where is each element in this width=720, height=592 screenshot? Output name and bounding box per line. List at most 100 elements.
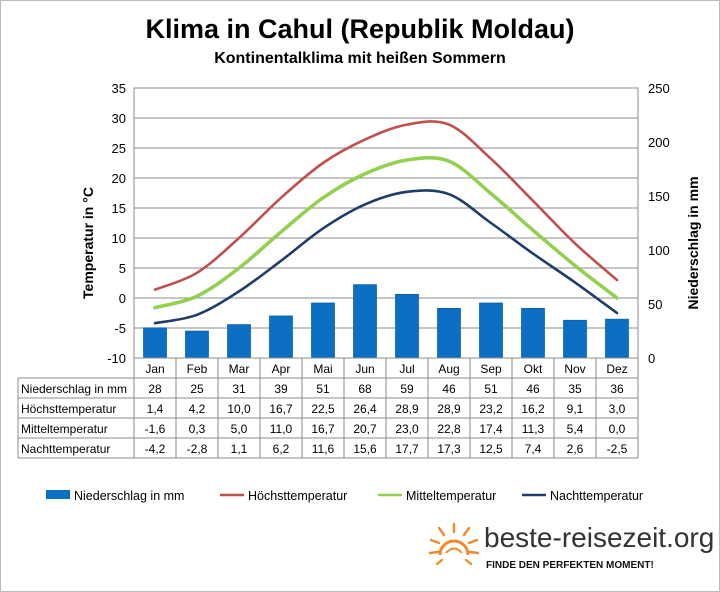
x-tick-label: Mai xyxy=(313,362,332,376)
sun-icon xyxy=(428,522,480,566)
table-cell: 16,7 xyxy=(269,402,293,416)
chart-title: Klima in Cahul (Republik Moldau) xyxy=(145,14,575,44)
x-tick-label: Jul xyxy=(399,362,414,376)
table-cell: 39 xyxy=(274,382,288,396)
table-cell: 23,0 xyxy=(395,422,419,436)
x-tick-label: Jun xyxy=(355,362,374,376)
table-cell: 17,4 xyxy=(479,422,503,436)
table-cell: 17,7 xyxy=(395,442,419,456)
y-tick-label-right: 150 xyxy=(648,189,670,204)
precipitation-bar xyxy=(563,319,587,359)
table-cell: 11,3 xyxy=(522,422,545,436)
precipitation-bar xyxy=(143,327,167,359)
x-tick-label: Dez xyxy=(606,362,627,376)
x-tick-label: Jan xyxy=(145,362,164,376)
table-cell: 1,1 xyxy=(231,442,248,456)
table-cell: 22,8 xyxy=(437,422,461,436)
table-cell: 28,9 xyxy=(437,402,461,416)
table-cell: 46 xyxy=(442,382,456,396)
table-cell: -2,8 xyxy=(187,442,208,456)
data-table: Jan Feb Mar Apr Mai Jun Jul Aug Sep Okt Nov Dez Nied… xyxy=(17,358,639,459)
table-cell: 16,7 xyxy=(311,422,335,436)
x-tick-label: Feb xyxy=(187,362,208,376)
y-tick-label-left: 5 xyxy=(119,261,126,276)
y-tick-label-left: 0 xyxy=(119,291,126,306)
table-cell: 51 xyxy=(316,382,330,396)
table-cell: 10,0 xyxy=(227,402,251,416)
y-tick-label-left: 30 xyxy=(112,111,126,126)
table-cell: -2,5 xyxy=(607,442,628,456)
table-cell: 35 xyxy=(568,382,582,396)
table-cell: 5,0 xyxy=(231,422,248,436)
table-cell: 11,0 xyxy=(270,422,293,436)
table-row-label: Höchsttemperatur xyxy=(21,402,116,416)
chart-subtitle: Kontinentalklima mit heißen Sommern xyxy=(214,50,506,67)
table-cell: 68 xyxy=(358,382,372,396)
legend-label: Höchsttemperatur xyxy=(248,489,347,503)
precipitation-bar xyxy=(605,318,629,359)
table-cell: 3,0 xyxy=(609,402,626,416)
y-tick-label-left: 15 xyxy=(112,201,126,216)
table-cell: 51 xyxy=(484,382,498,396)
table-cell: 11,6 xyxy=(312,442,335,456)
legend-swatch xyxy=(46,490,70,499)
legend-label: Nachttemperatur xyxy=(550,489,643,503)
table-row-label: Niederschlag in mm xyxy=(21,382,127,396)
precipitation-bars xyxy=(143,284,629,359)
precipitation-bar xyxy=(227,324,251,359)
logo-text: beste-reisezeit.org xyxy=(484,522,715,553)
table-cell: 15,6 xyxy=(353,442,377,456)
table-cell: 7,4 xyxy=(525,442,542,456)
y-tick-label-left: -10 xyxy=(107,351,126,366)
site-logo: beste-reisezeit.org FINDE DEN PERFEKTEN … xyxy=(428,520,718,580)
y-tick-label-right: 50 xyxy=(648,297,662,312)
precipitation-bar xyxy=(185,330,209,359)
table-cell: 1,4 xyxy=(147,402,164,416)
y-tick-label-right: 0 xyxy=(648,351,655,366)
table-cell: 59 xyxy=(400,382,414,396)
table-cell: 28 xyxy=(148,382,162,396)
precipitation-bar xyxy=(521,308,545,359)
y-tick-label-left: 35 xyxy=(112,81,126,96)
y-tick-label-left: 20 xyxy=(112,171,126,186)
y-tick-label-left: -5 xyxy=(114,321,126,336)
table-cell: 9,1 xyxy=(567,402,584,416)
y-tick-label-left: 25 xyxy=(112,141,126,156)
x-tick-label: Sep xyxy=(480,362,502,376)
legend: Niederschlag in mm Höchsttemperatur Mittel… xyxy=(46,489,643,503)
y-tick-label-right: 250 xyxy=(648,81,670,96)
table-cell: 0,3 xyxy=(189,422,206,436)
hoechsttemperatur-line xyxy=(153,120,619,291)
table-cell: 28,9 xyxy=(395,402,419,416)
table-cell: 22,5 xyxy=(311,402,335,416)
table-cell: -4,2 xyxy=(145,442,166,456)
table-cell: 4,2 xyxy=(189,402,206,416)
precipitation-bar xyxy=(395,293,419,359)
y-tick-label-right: 100 xyxy=(648,243,670,258)
table-cell: 17,3 xyxy=(437,442,461,456)
logo-tagline: FINDE DEN PERFEKTEN MOMENT! xyxy=(486,560,654,571)
precipitation-bar xyxy=(269,315,293,359)
y-tick-label-left: 10 xyxy=(112,231,126,246)
x-tick-label: Apr xyxy=(272,362,291,376)
table-cell: 26,4 xyxy=(353,402,377,416)
legend-label: Niederschlag in mm xyxy=(74,489,184,503)
plot-area xyxy=(133,87,639,359)
table-cell: 6,2 xyxy=(273,442,290,456)
table-cell: 31 xyxy=(232,382,246,396)
x-tick-label: Mar xyxy=(229,362,250,376)
x-tick-label: Okt xyxy=(524,362,543,376)
table-row-label: Mitteltemperatur xyxy=(21,422,108,436)
precipitation-bar xyxy=(311,302,335,359)
mitteltemperatur-line xyxy=(153,155,619,310)
table-cell: 46 xyxy=(526,382,540,396)
legend-label: Mitteltemperatur xyxy=(406,489,496,503)
y-axis-title-left: Temperatur in °C xyxy=(80,187,96,299)
table-cell: 5,4 xyxy=(567,422,584,436)
table-cell: 12,5 xyxy=(479,442,503,456)
temperature-lines xyxy=(153,120,619,325)
table-cell: 36 xyxy=(610,382,624,396)
table-cell: 0,0 xyxy=(609,422,626,436)
table-cell: 16,2 xyxy=(521,402,545,416)
x-tick-label: Aug xyxy=(438,362,459,376)
